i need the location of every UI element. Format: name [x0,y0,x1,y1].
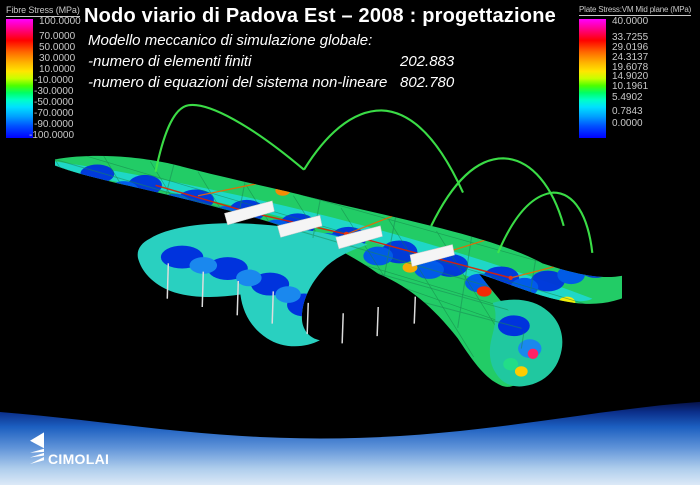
svg-text:CIMOLAI: CIMOLAI [48,451,109,467]
